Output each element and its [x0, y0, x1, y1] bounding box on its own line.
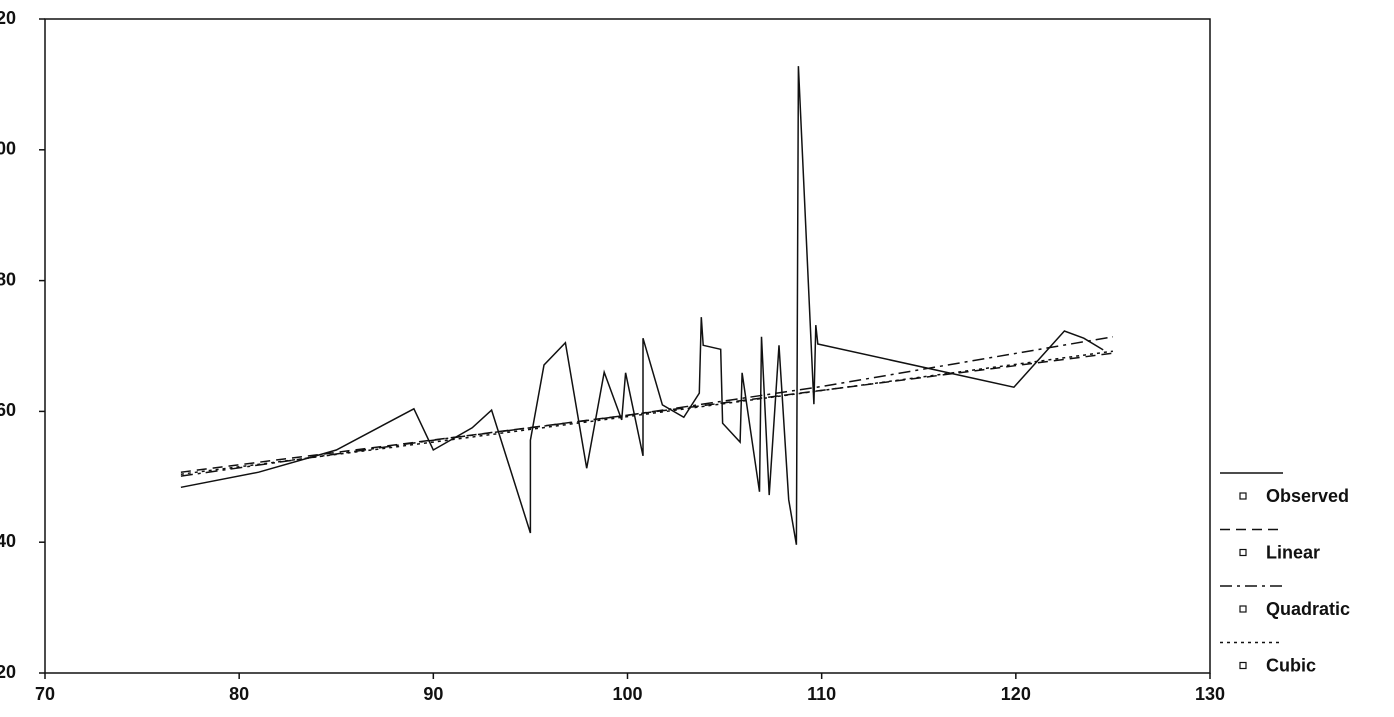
- x-tick-label: 70: [35, 684, 55, 704]
- y-tick-label: 60: [0, 400, 16, 420]
- plot-frame: [44, 18, 1211, 674]
- series-line: [180, 352, 1113, 473]
- y-tick-label: 20: [0, 662, 16, 682]
- y-tick-label: 120: [0, 8, 16, 28]
- series-line: [180, 350, 1114, 475]
- x-tick-label: 130: [1195, 684, 1225, 704]
- legend-label: Cubic: [1266, 655, 1316, 675]
- y-tick-label: 80: [0, 269, 16, 289]
- y-tick-label: 40: [0, 531, 16, 551]
- legend-marker: [1239, 492, 1247, 500]
- series-line: [180, 66, 1104, 545]
- legend-label: Observed: [1266, 486, 1349, 506]
- legend-marker: [1239, 548, 1247, 557]
- legend-marker: [1239, 605, 1247, 613]
- legend-marker: [1239, 661, 1247, 670]
- x-tick-label: 90: [423, 684, 443, 704]
- x-tick-label: 80: [229, 684, 249, 704]
- x-tick-label: 120: [1001, 684, 1031, 704]
- legend-label: Linear: [1266, 542, 1320, 562]
- legend-label: Quadratic: [1266, 599, 1350, 619]
- x-tick-label: 100: [612, 684, 642, 704]
- y-tick-label: 100: [0, 139, 16, 159]
- x-tick-label: 110: [807, 684, 836, 704]
